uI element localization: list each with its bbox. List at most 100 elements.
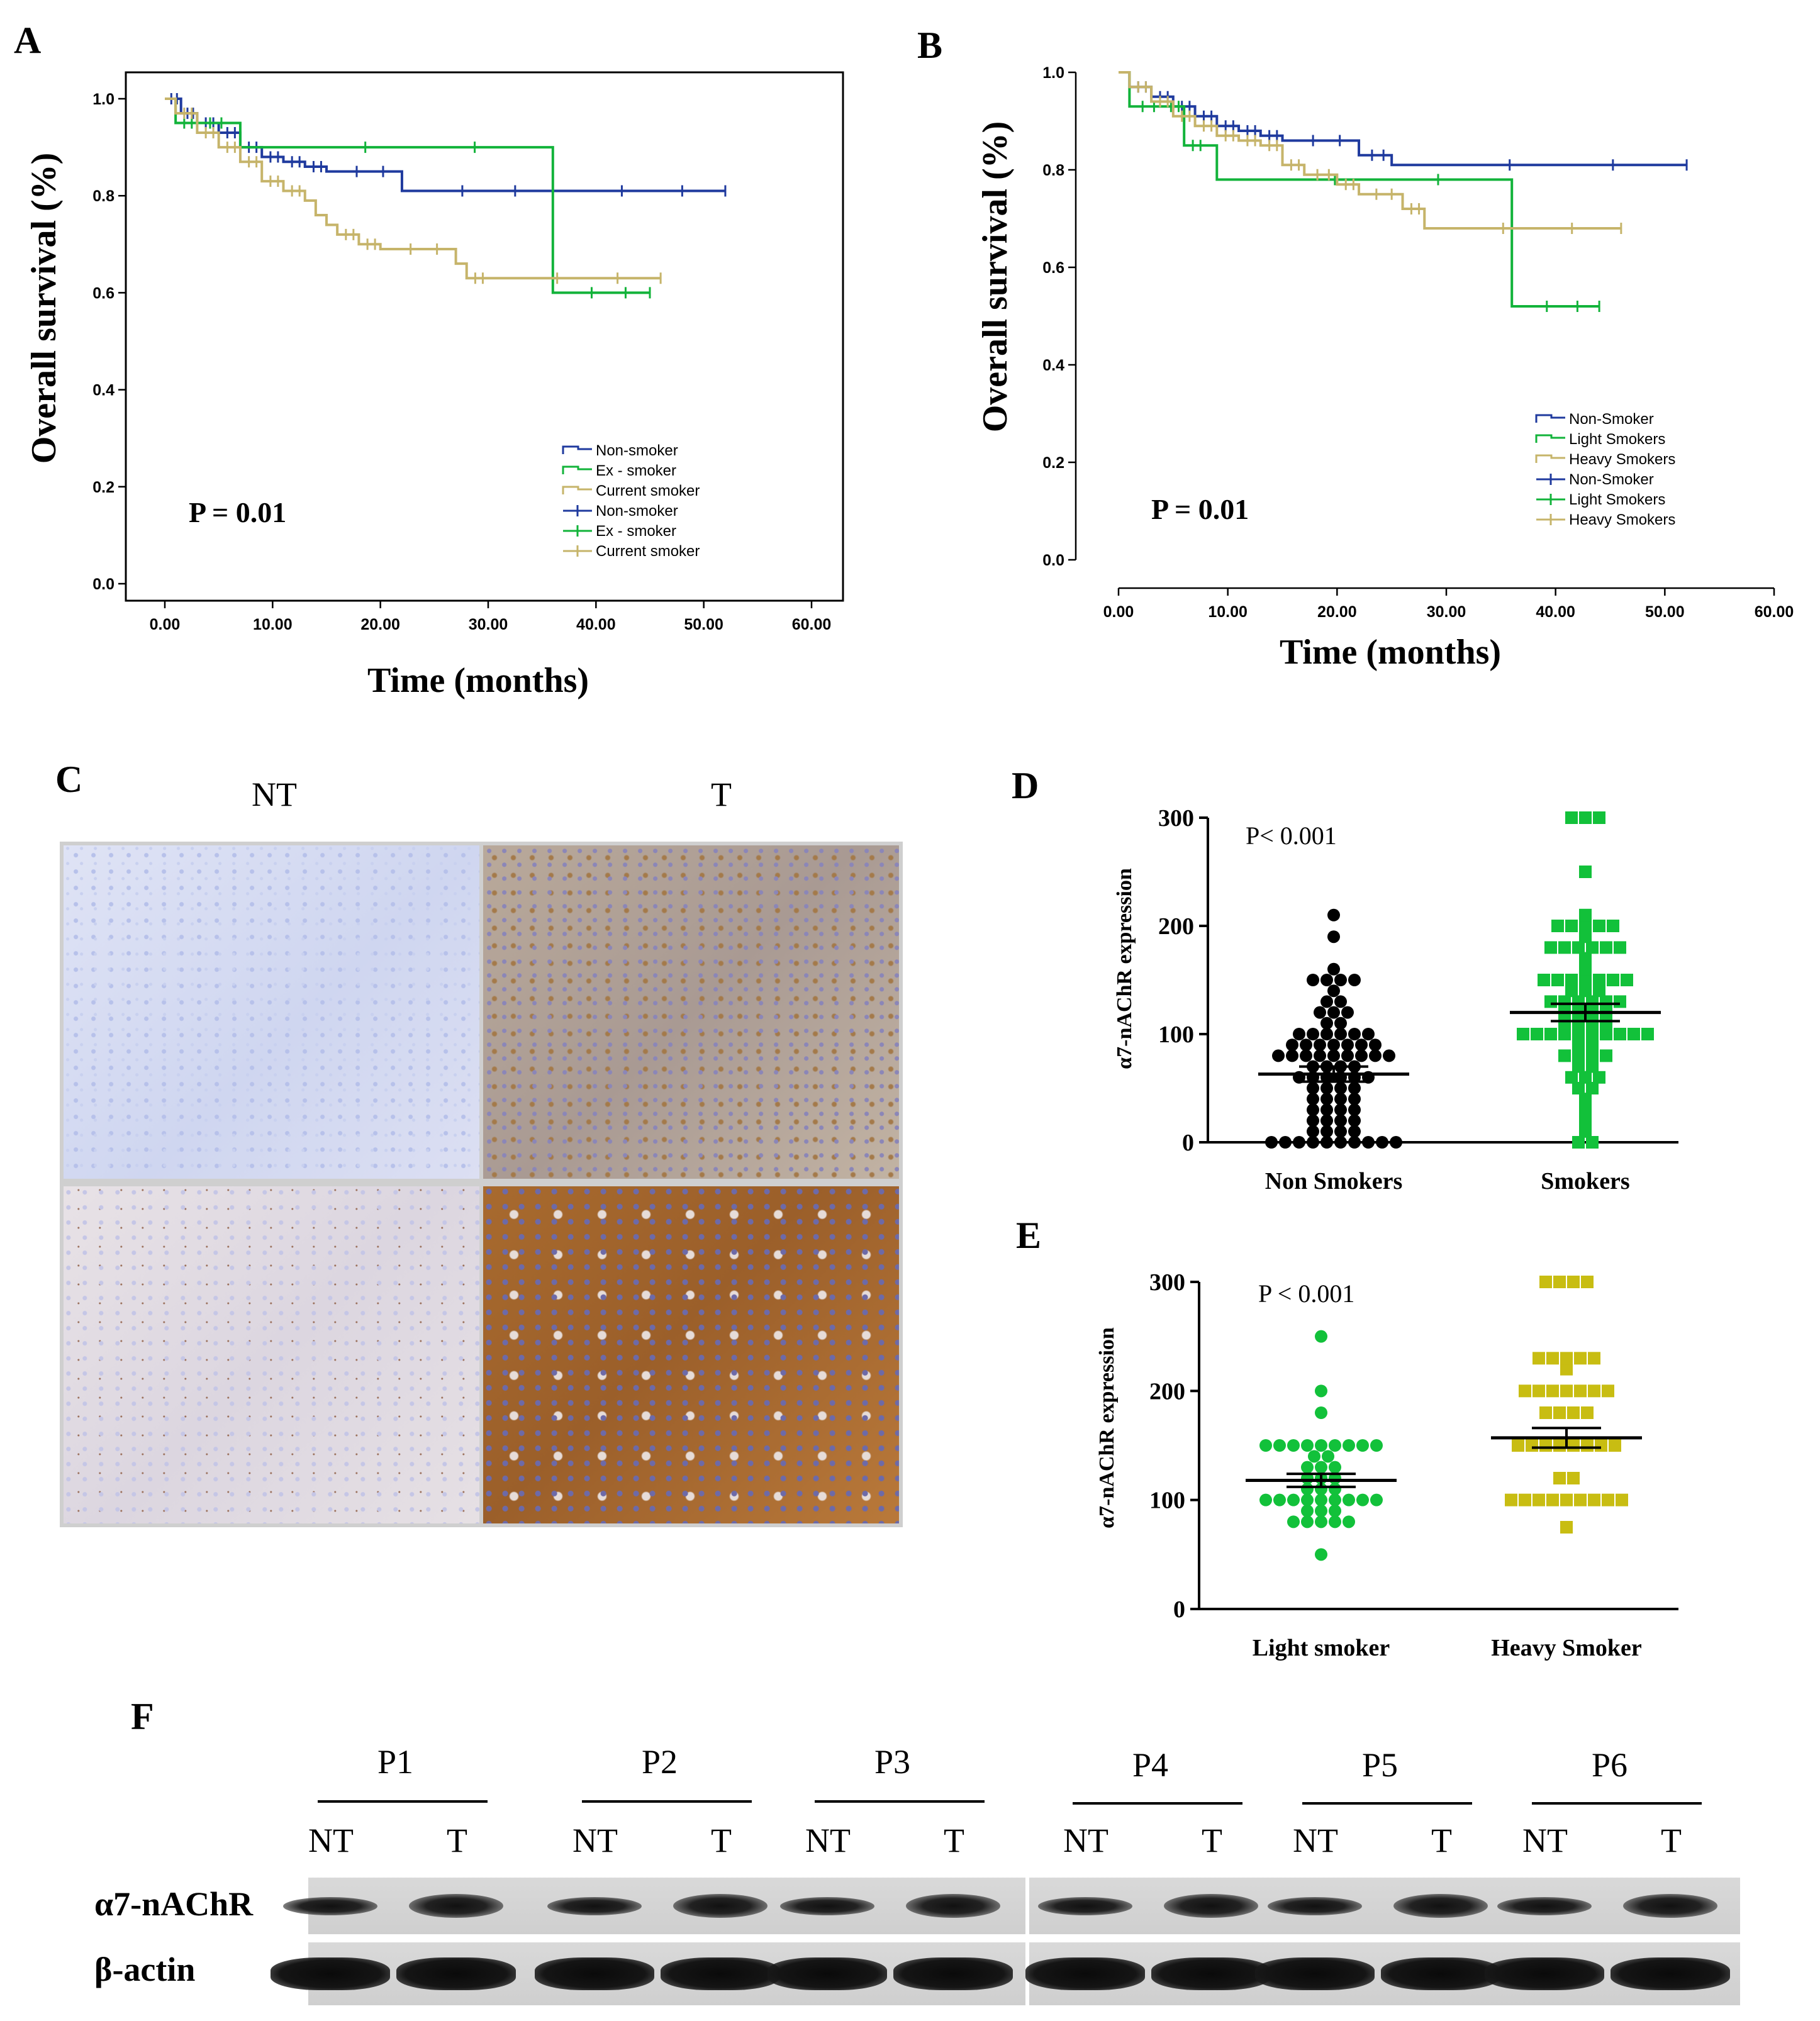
kmB-ytick-label: 0.6 [1042,259,1064,277]
scE-point [1609,1439,1621,1452]
kmB-xtick-label: 50.00 [1645,603,1685,621]
scE-point [1532,1352,1545,1365]
scD-point [1614,1028,1626,1040]
scD-point [1579,1103,1592,1116]
scD-point [1307,1082,1319,1094]
kmA-legend-label: Current smoker [596,482,700,499]
scD-group-label: Non Smokers [1265,1168,1403,1194]
scatter-e-pvalue: P < 0.001 [1258,1279,1354,1308]
kmB-xtick-label: 20.00 [1317,603,1357,621]
scD-point [1334,974,1347,986]
wb-strip-a7-right [1029,1878,1740,1934]
scD-point [1621,974,1633,986]
scD-point [1627,1028,1640,1040]
wb-band-a7nachr [1497,1896,1592,1915]
wb-band-a7nachr [1623,1894,1717,1918]
km-a-ylabel: Overall survival (%) [25,153,64,464]
wb-lane-nt: NT [1063,1822,1108,1859]
kmA-legend-label: Ex - smoker [596,462,676,479]
scD-point [1348,1028,1361,1040]
ihc-t-top [483,845,899,1179]
scE-point [1343,1515,1355,1528]
scE-point [1574,1352,1587,1365]
kmA-legend-label: Non-smoker [596,503,678,520]
scD-point [1272,1049,1285,1062]
scD-point [1334,1125,1347,1138]
scE-point [1546,1352,1559,1365]
scD-point [1300,1049,1312,1062]
wb-lane-nt: NT [572,1822,618,1859]
wb-band-a7nachr [1038,1896,1132,1915]
scE-point [1315,1461,1327,1474]
scD-point [1614,941,1626,954]
scD-point [1369,1038,1382,1052]
scD-point [1334,1082,1347,1094]
wb-band-a7nachr [1393,1894,1488,1918]
scD-point [1327,984,1340,998]
kmB-xtick-label: 0.00 [1103,603,1134,621]
km-plot-a: Overall survival (%) 0.0 0.2 0.4 0.6 0.8 1.0 0… [25,71,844,700]
scD-point [1327,1049,1340,1062]
scE-point [1519,1384,1531,1398]
scD-point [1572,1060,1585,1073]
scE-point [1505,1493,1517,1506]
ihc-t-bottom [483,1186,899,1523]
scD-point [1579,1114,1592,1127]
scD-point [1600,1049,1612,1062]
ihc-label-nt: NT [252,776,297,813]
kmB-legend-label: Non-Smoker [1569,411,1654,428]
scD-point [1551,920,1564,932]
scD-point [1265,1136,1278,1149]
scE-point [1560,1352,1573,1365]
scE-point [1287,1439,1300,1452]
km-b-ylabel: Overall survival (%) [976,121,1015,433]
scE-point [1567,1472,1580,1484]
kmB-legend-label: Light Smokers [1569,431,1665,448]
scD-point [1579,920,1592,932]
scE-point [1574,1493,1587,1506]
scE-point [1370,1493,1383,1506]
scatter-e-ylabel: α7-nAChR expression [1095,1327,1119,1528]
kmA-xtick-label: 10.00 [253,616,293,633]
wb-patient-underline [1302,1802,1472,1805]
scD-point [1538,974,1550,986]
kmB-legend-label: Light Smokers [1569,491,1665,508]
scD-point [1320,1082,1333,1094]
scE-point [1539,1406,1552,1419]
scD-point [1600,1028,1612,1040]
scE-point [1315,1493,1327,1506]
scE-point [1273,1493,1286,1506]
wb-patient-underline [1073,1802,1242,1805]
wb-band-beta-actin [535,1957,654,1990]
kmA-legend-label: Current smoker [596,543,700,560]
scD-point [1579,1093,1592,1106]
scE-point [1560,1493,1573,1506]
kmA-ytick-label: 0.0 [92,576,114,593]
wb-lane-t: T [1661,1822,1682,1859]
wb-patient-label: P6 [1592,1746,1628,1784]
scD-point [1586,1049,1599,1062]
scD-point [1334,1016,1347,1030]
scD-point [1348,1082,1361,1094]
kmB-series-1 [1119,71,1600,308]
scE-point [1322,1450,1334,1463]
wb-lane-t: T [711,1822,732,1859]
wb-band-beta-actin [1611,1957,1730,1990]
scD-point [1341,1006,1354,1019]
scD-point [1572,1028,1585,1040]
kmB-ytick-label: 0.8 [1042,162,1064,179]
scD-point [1355,1038,1368,1052]
kmA-xtick-label: 50.00 [684,616,723,633]
wb-patient-label: P3 [874,1743,911,1781]
scD-point [1348,1125,1361,1138]
scD-point [1307,1103,1319,1116]
scD-point [1565,1071,1578,1084]
kmB-ytick-label: 0.2 [1042,454,1064,472]
scE-point [1301,1505,1314,1517]
scD-point [1320,1093,1333,1106]
kmA-ytick-label: 1.0 [92,91,114,108]
scE-ytick-label: 300 [1149,1269,1185,1296]
scD-point [1593,984,1605,998]
scE-point [1287,1515,1300,1528]
scD-point [1307,1136,1319,1149]
